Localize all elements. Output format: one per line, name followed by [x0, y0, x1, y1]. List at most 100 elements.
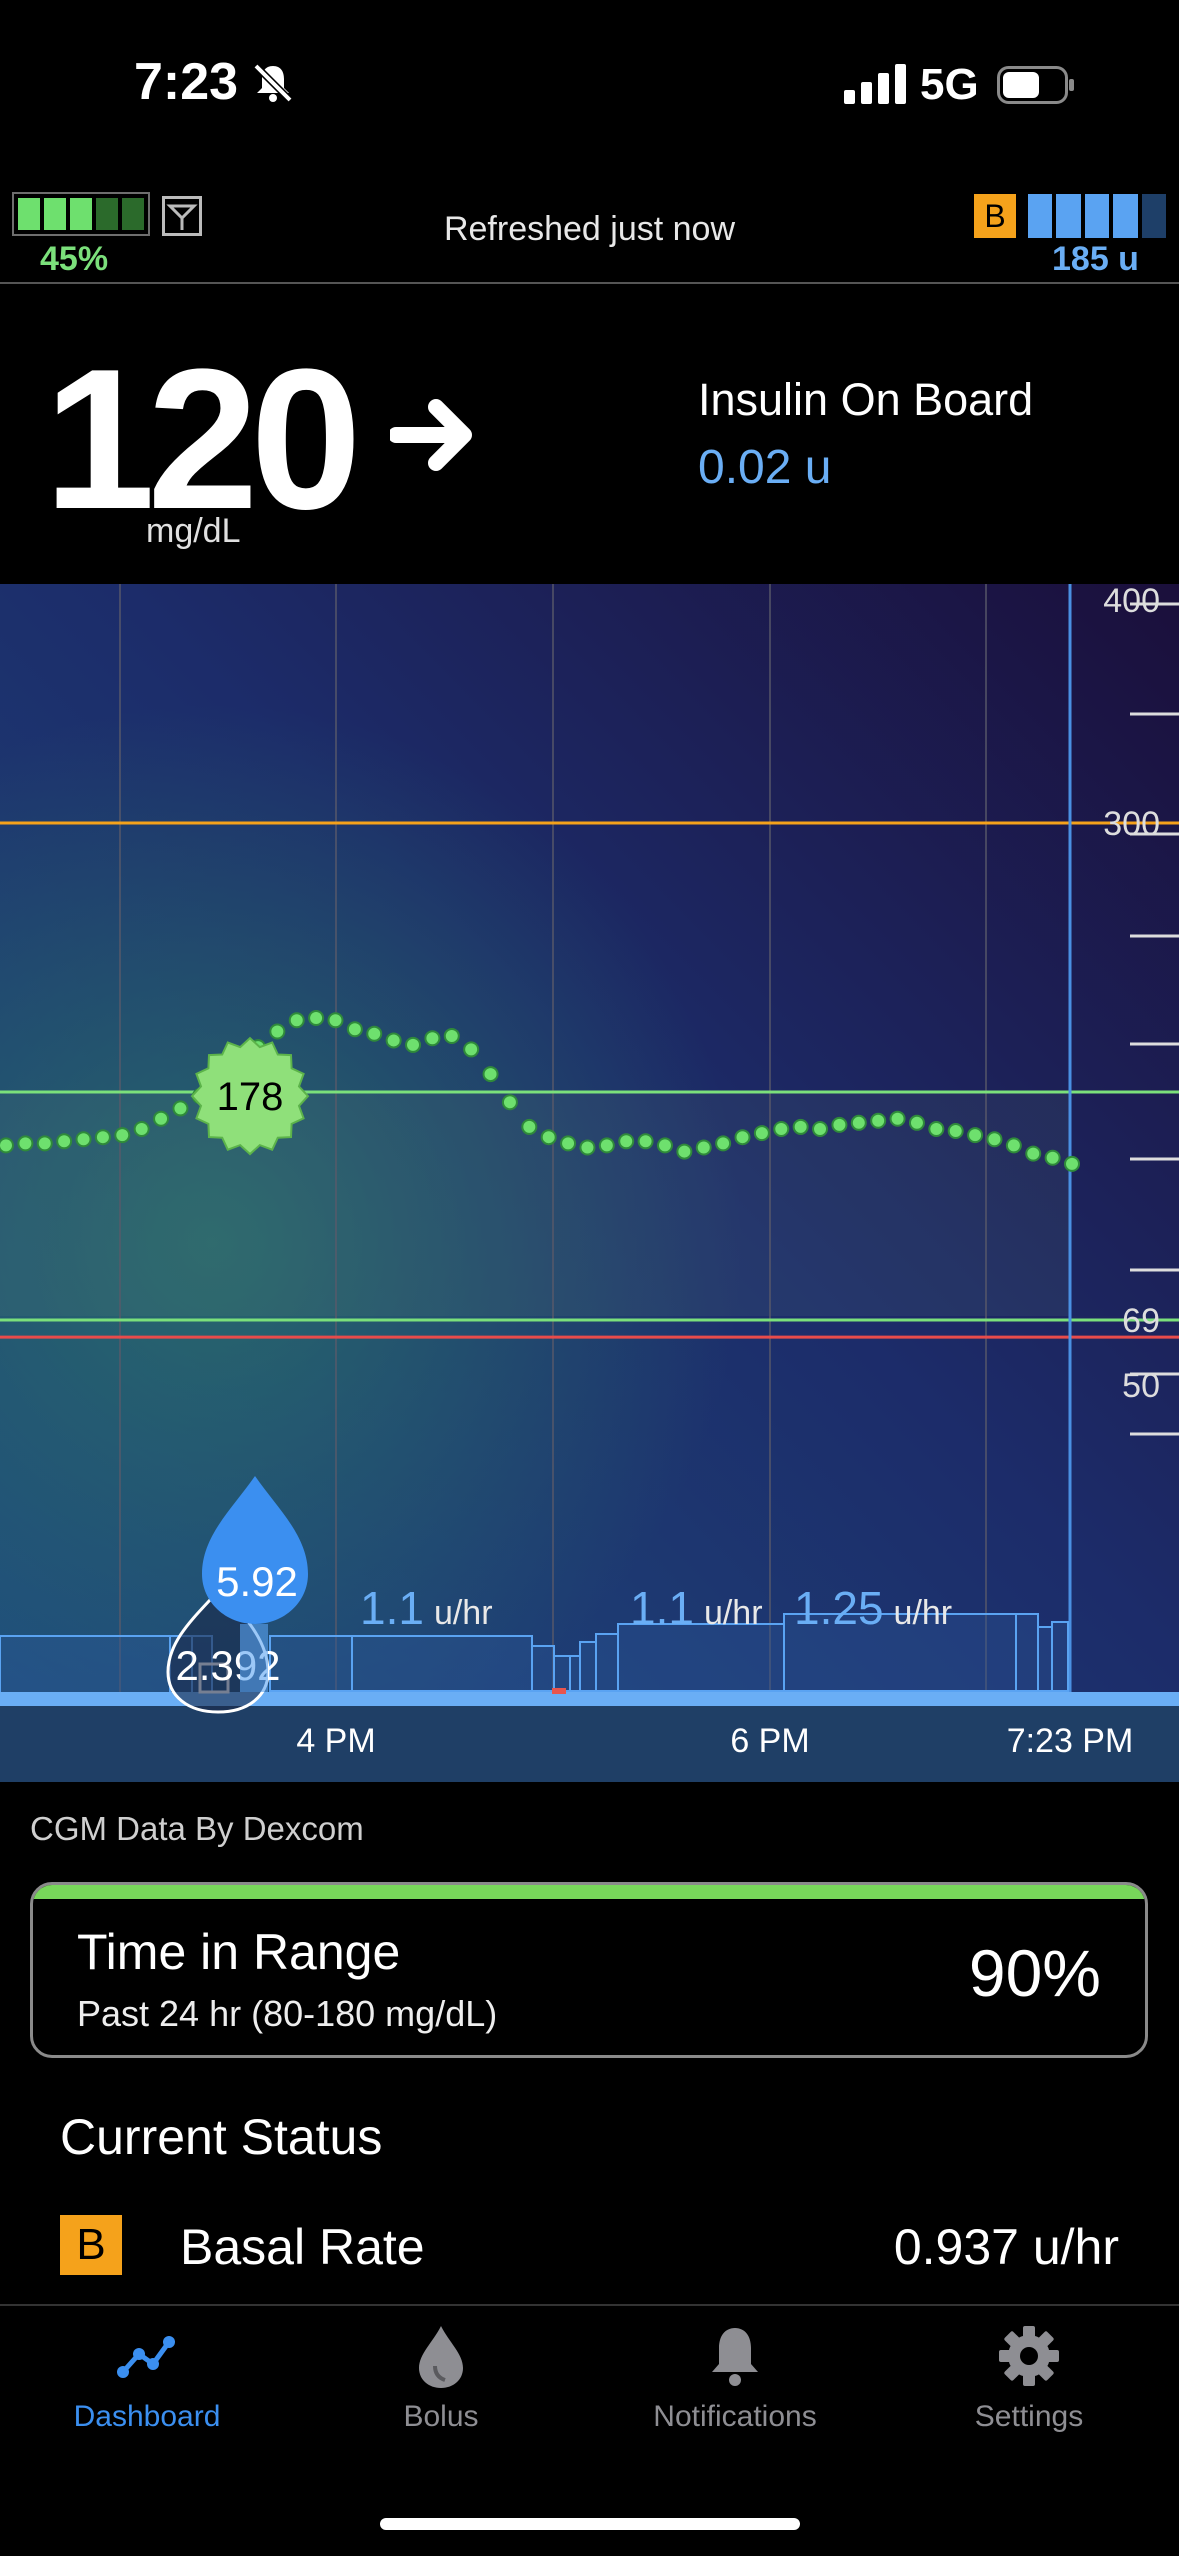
time-in-range-title: Time in Range: [77, 1924, 401, 1980]
y-tick-label: 69: [1122, 1302, 1160, 1340]
mode-badge: B: [974, 194, 1016, 238]
y-tick-label: 50: [1122, 1367, 1160, 1405]
suspend-marker: [552, 1688, 566, 1694]
glucose-point: [327, 1012, 344, 1029]
glucose-point: [36, 1135, 53, 1152]
glucose-point: [94, 1129, 111, 1146]
tab-notifications[interactable]: Notifications: [588, 2320, 882, 2434]
glucose-point: [831, 1116, 848, 1133]
x-tick-label: 4 PM: [296, 1722, 375, 1760]
silent-mode-icon: [253, 63, 293, 103]
glucose-value: 120: [44, 328, 362, 551]
glucose-point: [133, 1120, 150, 1137]
basal-rate-number: 1.1: [360, 1582, 424, 1634]
bell-icon: [712, 2328, 758, 2386]
glucose-point: [172, 1100, 189, 1117]
glucose-point: [56, 1133, 73, 1150]
glucose-point: [482, 1066, 499, 1083]
glucose-point: [308, 1010, 325, 1027]
basal-block: [569, 1655, 581, 1692]
basal-rate-unit: u/hr: [894, 1594, 953, 1632]
glucose-point: [676, 1143, 693, 1160]
bolus-drop: [202, 1476, 308, 1624]
phone-battery-icon: [997, 66, 1074, 104]
glucose-point: [656, 1137, 673, 1154]
header-divider: [0, 282, 1179, 284]
glucose-point: [889, 1110, 906, 1127]
glucose-point: [1044, 1149, 1061, 1166]
basal-axis-bar: [0, 1692, 1179, 1706]
glucose-point: [928, 1120, 945, 1137]
basal-block: [531, 1645, 555, 1692]
glucose-point: [540, 1129, 557, 1146]
y-tick-label: 300: [1103, 805, 1160, 843]
glucose-point: [521, 1118, 538, 1135]
time-in-range-percent: 90%: [968, 1936, 1101, 2010]
glucose-point: [463, 1041, 480, 1058]
glucose-point: [773, 1120, 790, 1137]
basal-rate-label: 1.25 u/hr: [794, 1582, 952, 1634]
time-in-range-card[interactable]: Time in Range Past 24 hr (80-180 mg/dL) …: [30, 1882, 1148, 2058]
basal-rate-value: 0.937 u/hr: [893, 2219, 1119, 2275]
cellular-signal-icon: [844, 64, 906, 104]
time-in-range-subtitle: Past 24 hr (80-180 mg/dL): [77, 1993, 498, 2034]
pump-battery-meter: [12, 192, 150, 236]
tab-bolus-label: Bolus: [403, 2400, 479, 2433]
refresh-status: Refreshed just now: [443, 210, 736, 248]
tab-settings-label: Settings: [974, 2400, 1084, 2433]
x-axis-band: [0, 1706, 1179, 1782]
glucose-point: [288, 1012, 305, 1029]
basal-rate-label: 1.1 u/hr: [630, 1582, 763, 1634]
glucose-point: [269, 1023, 286, 1040]
glucose-point: [579, 1139, 596, 1156]
glucose-point: [560, 1135, 577, 1152]
glucose-point: [424, 1030, 441, 1047]
glucose-point: [346, 1021, 363, 1038]
basal-block: [783, 1613, 1017, 1692]
reservoir-units: 185 u: [1052, 240, 1139, 278]
tab-bolus[interactable]: Bolus: [294, 2320, 588, 2434]
glucose-point: [637, 1133, 654, 1150]
gear-icon: [999, 2326, 1059, 2386]
glucose-point: [366, 1025, 383, 1042]
basal-rate-number: 1.1: [630, 1582, 694, 1634]
basal-block: [1051, 1621, 1069, 1692]
trend-arrow-icon: [390, 399, 472, 471]
y-tick-label: 400: [1103, 584, 1160, 620]
time-in-range-bar: [33, 1885, 1145, 1899]
glucose-point: [695, 1139, 712, 1156]
basal-block: [269, 1635, 353, 1692]
glucose-point: [114, 1127, 131, 1144]
basal-block: [351, 1635, 533, 1692]
reservoir-meter: [1028, 194, 1167, 238]
iob-value: 0.02 u: [698, 441, 832, 494]
pump-battery-percent: 45%: [40, 240, 109, 278]
basal-rate-number: 1.25: [794, 1582, 884, 1634]
tabbar-divider: [0, 2304, 1179, 2306]
basal-rate-unit: u/hr: [704, 1594, 763, 1632]
glucose-point: [17, 1135, 34, 1152]
glucose-point: [850, 1114, 867, 1131]
network-type: 5G: [920, 60, 979, 109]
glucose-point: [870, 1112, 887, 1129]
status-time: 7:23: [134, 53, 239, 111]
x-tick-label: 7:23 PM: [1007, 1722, 1134, 1760]
glucose-point: [967, 1127, 984, 1144]
antenna-icon: [162, 196, 202, 236]
glucose-point: [908, 1114, 925, 1131]
glucose-unit: mg/dL: [146, 512, 241, 550]
glucose-point: [1025, 1145, 1042, 1162]
basal-block: [1015, 1613, 1039, 1692]
glucose-point: [405, 1036, 422, 1053]
tab-notifications-label: Notifications: [653, 2400, 817, 2433]
tab-dashboard[interactable]: Dashboard: [0, 2320, 294, 2434]
basal-block: [595, 1633, 619, 1692]
glucose-point: [501, 1094, 518, 1111]
cgm-source: CGM Data By Dexcom: [30, 1810, 364, 1847]
current-status-title: Current Status: [60, 2109, 383, 2165]
glucose-point: [1064, 1155, 1080, 1172]
glucose-point: [947, 1123, 964, 1140]
glucose-point: [385, 1032, 402, 1049]
tab-settings[interactable]: Settings: [882, 2320, 1176, 2434]
